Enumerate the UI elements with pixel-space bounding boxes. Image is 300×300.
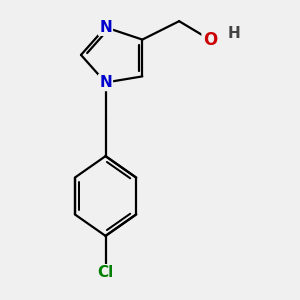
Text: O: O bbox=[203, 31, 217, 49]
Text: Cl: Cl bbox=[98, 265, 114, 280]
Text: N: N bbox=[99, 20, 112, 35]
Text: H: H bbox=[228, 26, 241, 41]
Text: N: N bbox=[99, 75, 112, 90]
